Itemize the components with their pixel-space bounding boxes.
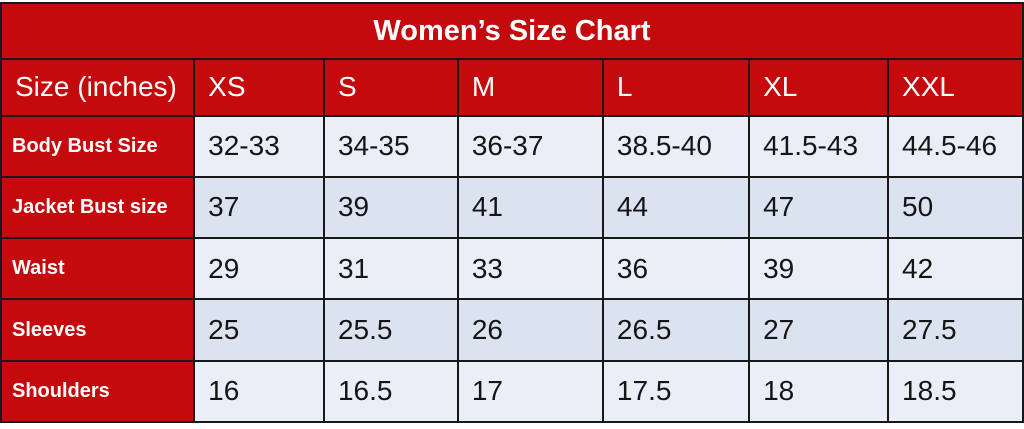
table-cell: 27 (748, 298, 890, 362)
table-cell: 17.5 (601, 359, 751, 424)
page-title: Women’s Size Chart (0, 1, 1024, 61)
table-cell: 41.5-43 (748, 114, 890, 178)
row-label: Sleeves (0, 298, 196, 362)
column-header-xs: XS (193, 58, 325, 117)
table-cell: 47 (748, 175, 890, 240)
table-cell: 36 (601, 237, 751, 301)
table-cell: 33 (456, 237, 604, 301)
table-cell: 16 (193, 359, 325, 424)
table-cell: 26.5 (601, 298, 751, 362)
table-cell: 50 (887, 175, 1024, 240)
table-cell: 41 (456, 175, 604, 240)
row-label: Waist (0, 237, 196, 301)
table-cell: 32-33 (193, 114, 325, 178)
table-row-waist: Waist 29 31 33 36 39 42 (0, 237, 1024, 301)
table-cell: 29 (193, 237, 325, 301)
table-cell: 39 (748, 237, 890, 301)
column-header-xxl: XXL (887, 58, 1024, 117)
chart-title-row: Women’s Size Chart (0, 1, 1024, 61)
table-cell: 17 (456, 359, 604, 424)
table-cell: 38.5-40 (601, 114, 751, 178)
table-cell: 26 (456, 298, 604, 362)
table-cell: 44.5-46 (887, 114, 1024, 178)
column-header-s: S (322, 58, 459, 117)
table-cell: 18.5 (887, 359, 1024, 424)
table-cell: 25.5 (322, 298, 459, 362)
table-cell: 44 (601, 175, 751, 240)
table-row-jacket-bust-size: Jacket Bust size 37 39 41 44 47 50 (0, 175, 1024, 240)
row-label: Shoulders (0, 359, 196, 424)
table-cell: 42 (887, 237, 1024, 301)
table-cell: 31 (322, 237, 459, 301)
table-cell: 37 (193, 175, 325, 240)
row-label: Jacket Bust size (0, 175, 196, 240)
column-header-row: Size (inches) XS S M L XL XXL (0, 58, 1024, 117)
table-cell: 16.5 (322, 359, 459, 424)
table-cell: 39 (322, 175, 459, 240)
table-row-shoulders: Shoulders 16 16.5 17 17.5 18 18.5 (0, 359, 1024, 424)
column-header-xl: XL (748, 58, 890, 117)
table-cell: 25 (193, 298, 325, 362)
row-label: Body Bust Size (0, 114, 196, 178)
table-cell: 18 (748, 359, 890, 424)
table-row-body-bust-size: Body Bust Size 32-33 34-35 36-37 38.5-40… (0, 114, 1024, 178)
column-header-m: M (456, 58, 604, 117)
table-row-sleeves: Sleeves 25 25.5 26 26.5 27 27.5 (0, 298, 1024, 362)
table-cell: 36-37 (456, 114, 604, 178)
column-header-size-inches: Size (inches) (0, 58, 196, 117)
column-header-l: L (601, 58, 751, 117)
table-cell: 27.5 (887, 298, 1024, 362)
table-cell: 34-35 (322, 114, 459, 178)
